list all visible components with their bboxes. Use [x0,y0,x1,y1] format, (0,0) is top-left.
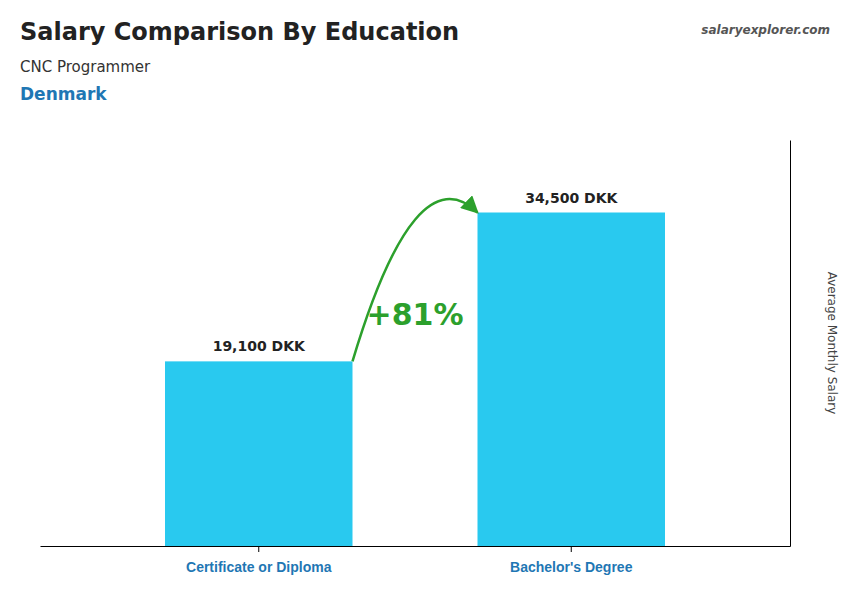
bar [165,361,353,546]
x-axis-line [41,546,791,547]
subtitle: CNC Programmer [20,58,151,76]
x-tick-mark [571,546,572,552]
chart: Salary Comparison By Education CNC Progra… [0,0,850,606]
x-axis: Certificate or Diploma Bachelor's Degree [41,546,791,575]
x-tick-label: Certificate or Diploma [186,559,332,575]
bars [165,213,665,547]
bar [478,213,666,547]
x-tick: Certificate or Diploma [186,546,332,575]
change-arrow [353,199,478,361]
data-label: 34,500 DKK [525,190,618,206]
y-axis [790,141,791,547]
x-tick: Bachelor's Degree [510,546,633,575]
x-tick-label: Bachelor's Degree [510,559,633,575]
data-label: 19,100 DKK [213,338,306,354]
y-axis-title: Average Monthly Salary [825,272,839,415]
subtitle: Denmark [20,84,107,104]
x-tick-mark [258,546,259,552]
y-axis-line [790,141,791,547]
source-note: salaryexplorer.com [701,23,830,37]
title: Salary Comparison By Education [20,18,459,46]
change-label: +81% [367,297,464,332]
